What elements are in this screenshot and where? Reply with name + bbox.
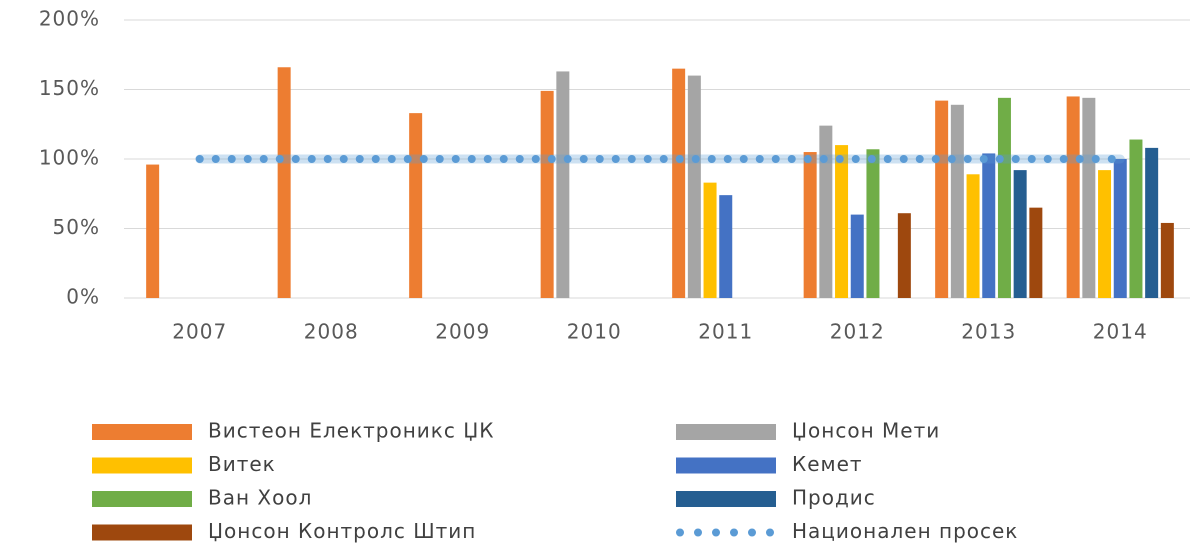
bar (1129, 139, 1143, 298)
legend-label: Џонсон Контролс Штип (208, 519, 476, 543)
x-tick-label: 2011 (698, 320, 753, 344)
bar (556, 71, 570, 299)
x-tick-label: 2013 (961, 320, 1016, 344)
x-tick-label: 2012 (830, 320, 885, 344)
bar (997, 97, 1011, 298)
bar (687, 75, 701, 298)
bar (409, 113, 423, 298)
bar (1029, 207, 1043, 298)
bar (897, 213, 911, 298)
legend-swatch (92, 491, 192, 507)
bar (850, 214, 864, 298)
legend-swatch (92, 457, 192, 474)
legend-swatch (676, 491, 776, 507)
bar (866, 149, 880, 298)
bar (1098, 170, 1112, 298)
bar (146, 164, 160, 298)
legend-label: Вистеон Електроникс ЏК (208, 419, 494, 443)
legend-label: Продис (792, 486, 876, 510)
bar (277, 67, 291, 298)
x-tick-label: 2009 (435, 320, 490, 344)
legend-swatch (92, 424, 192, 440)
bar (703, 182, 717, 298)
bar (1145, 147, 1159, 298)
legend-swatch (92, 524, 192, 541)
x-tick-label: 2010 (567, 320, 622, 344)
bar (835, 145, 849, 298)
legend-swatch (676, 424, 776, 440)
legend-label: Кемет (792, 452, 863, 476)
legend-swatch (676, 457, 776, 474)
legend-label: Џонсон Мети (792, 419, 940, 443)
legend-label: Витек (208, 452, 276, 476)
bar (719, 195, 733, 298)
y-tick-label: 0% (66, 285, 100, 309)
bar (950, 104, 964, 298)
y-tick-label: 100% (39, 146, 100, 170)
legend-label: Ван Хоол (208, 486, 312, 510)
bar (819, 125, 833, 298)
y-tick-label: 150% (39, 76, 100, 100)
bar (982, 153, 996, 298)
bar (1113, 159, 1127, 298)
bar (803, 152, 817, 298)
bar (935, 100, 949, 299)
bar (1066, 96, 1080, 298)
legend-label: Национален просек (792, 519, 1018, 543)
x-tick-label: 2008 (304, 320, 359, 344)
bar (1013, 170, 1027, 298)
y-tick-label: 200% (39, 7, 100, 31)
bar (1082, 97, 1096, 298)
x-tick-label: 2014 (1093, 320, 1148, 344)
bar (540, 90, 554, 298)
x-tick-label: 2007 (172, 320, 227, 344)
y-tick-label: 50% (53, 215, 100, 239)
bar (672, 68, 686, 299)
bar (1160, 222, 1174, 298)
bar (966, 174, 980, 298)
